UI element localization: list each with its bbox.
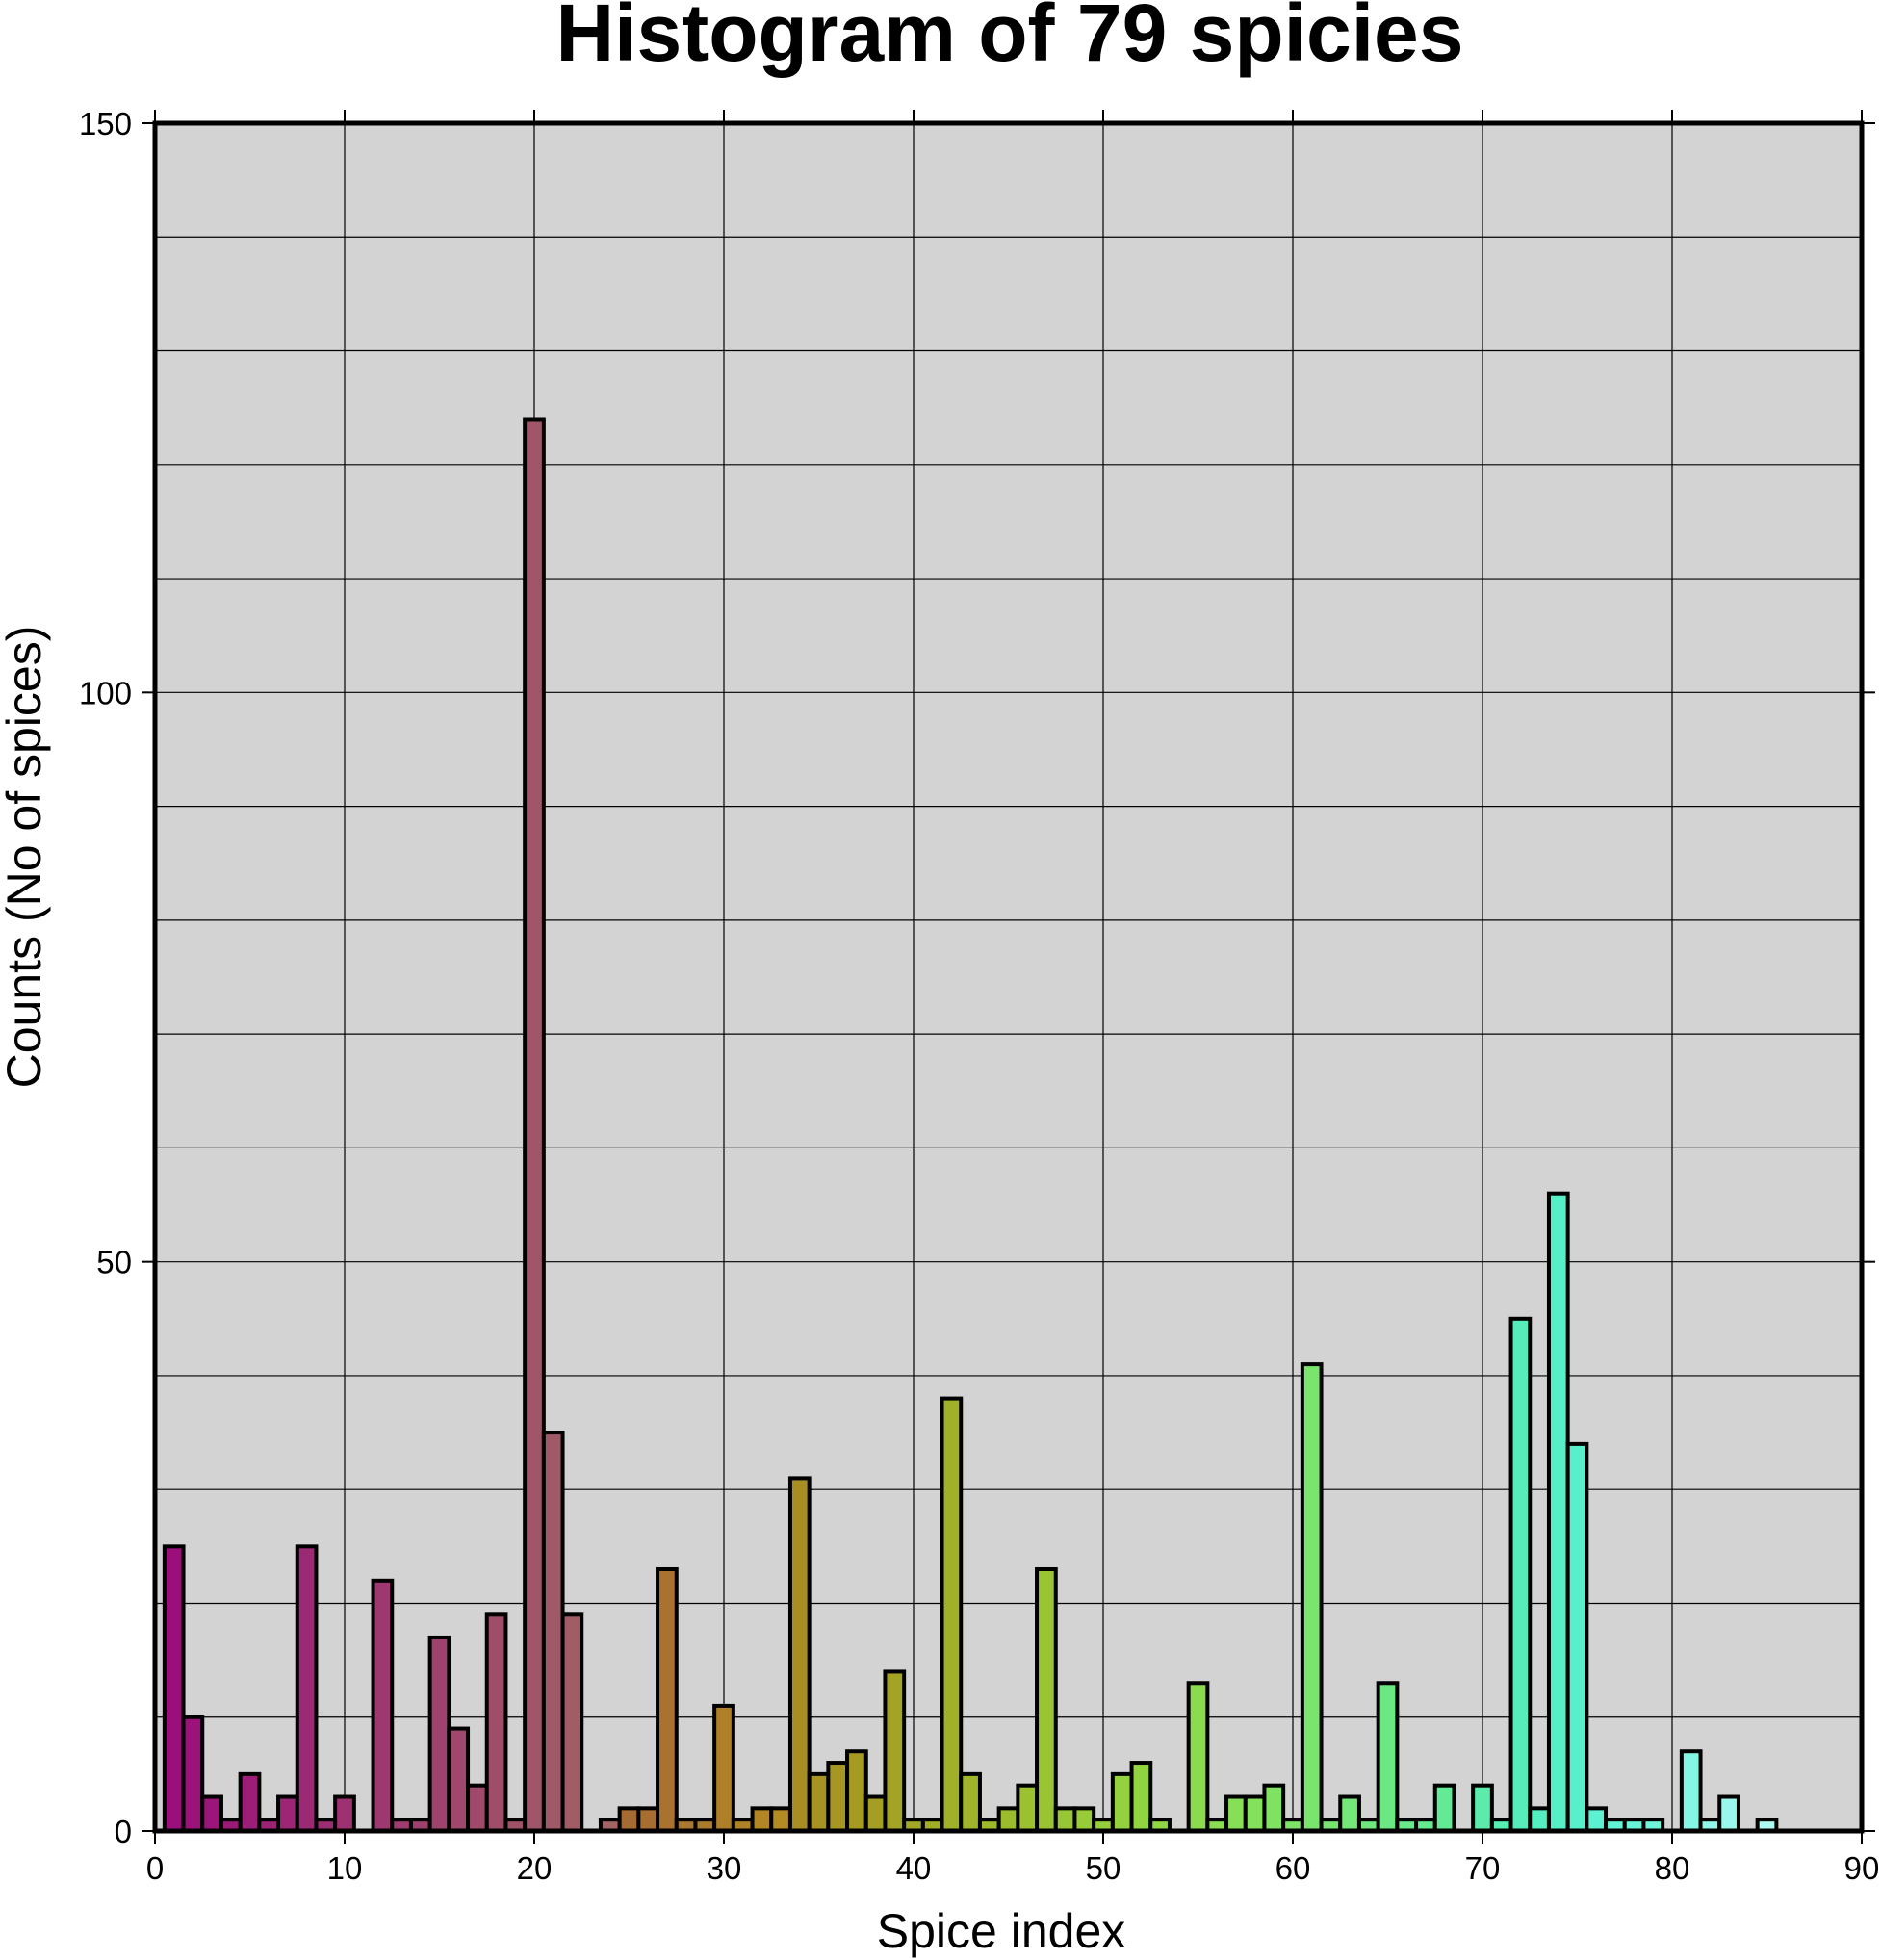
histogram-bar (1679, 1749, 1703, 1834)
x-tick-label: 20 (517, 1850, 553, 1886)
histogram-bar (162, 1544, 186, 1834)
histogram-bar (769, 1806, 792, 1834)
histogram-bar (807, 1771, 831, 1834)
histogram-bar (295, 1544, 319, 1834)
histogram-bar (787, 1476, 812, 1833)
histogram-bar (1224, 1794, 1248, 1834)
axis-ticks: 0 10 20 30 40 50 60 70 80 90 0 50 100 150 (79, 106, 1879, 1886)
bar-series (162, 417, 1779, 1834)
histogram-bar (427, 1635, 451, 1833)
histogram-bar (1300, 1362, 1324, 1834)
plot-area (155, 123, 1862, 1831)
x-tick-label: 30 (707, 1850, 742, 1886)
histogram-bar (1717, 1794, 1740, 1834)
histogram-bar (1186, 1681, 1210, 1833)
plot-border (152, 120, 1865, 1834)
histogram-bar (750, 1806, 774, 1834)
histogram-bar (1528, 1806, 1551, 1834)
histogram-bar (863, 1794, 888, 1834)
histogram-bar (940, 1396, 964, 1833)
histogram-bar (1432, 1783, 1456, 1834)
chart-title: Histogram of 79 spicies (556, 0, 1464, 78)
histogram-bar (447, 1726, 471, 1834)
histogram-bar (1243, 1794, 1267, 1834)
histogram-bar (883, 1669, 907, 1833)
histogram-bar (1035, 1566, 1058, 1834)
histogram-bar (1376, 1681, 1400, 1833)
x-tick-label: 80 (1655, 1850, 1690, 1886)
y-tick-label: 150 (79, 106, 132, 142)
histogram-bar (1471, 1783, 1494, 1834)
histogram-bar (712, 1703, 735, 1833)
histogram-bar (1016, 1783, 1040, 1834)
histogram-bar (1053, 1806, 1077, 1834)
histogram-bar (656, 1566, 679, 1834)
histogram-bar (617, 1806, 641, 1834)
histogram-bar (1508, 1316, 1533, 1834)
y-axis-label: Counts (No of spices) (0, 626, 51, 1089)
histogram-bar (996, 1806, 1020, 1834)
histogram-bar (1565, 1441, 1589, 1833)
histogram-bar (466, 1783, 489, 1834)
histogram-bar (636, 1806, 660, 1834)
histogram-bar (238, 1771, 262, 1834)
histogram-bar (523, 417, 546, 1834)
x-axis-label: Spice index (877, 1904, 1126, 1958)
x-tick-label: 90 (1844, 1850, 1880, 1886)
histogram-bar (333, 1794, 356, 1834)
histogram-bar (845, 1749, 868, 1834)
histogram-bar (1129, 1761, 1153, 1834)
histogram-bar (1072, 1806, 1096, 1834)
histogram-bar (276, 1794, 299, 1834)
x-tick-label: 70 (1465, 1850, 1501, 1886)
x-tick-label: 10 (327, 1850, 363, 1886)
x-tick-label: 40 (896, 1850, 932, 1886)
x-tick-label: 60 (1275, 1850, 1311, 1886)
histogram-bar (200, 1794, 223, 1834)
histogram-bar (484, 1612, 508, 1833)
histogram-bar (826, 1761, 850, 1834)
histogram-bar (1546, 1191, 1570, 1833)
y-tick-label: 0 (115, 1814, 132, 1849)
histogram-bar (1338, 1794, 1361, 1834)
histogram-bar (959, 1771, 982, 1834)
histogram-bar (1110, 1771, 1134, 1834)
histogram-bar (560, 1612, 584, 1833)
histogram-bar (1585, 1806, 1609, 1834)
histogram-bar (371, 1578, 395, 1834)
y-tick-label: 100 (79, 675, 132, 710)
plot-frame (152, 120, 1865, 1834)
histogram-bar (181, 1715, 205, 1833)
histogram-bar (541, 1431, 565, 1833)
x-tick-label: 0 (146, 1850, 164, 1886)
histogram-bar (1262, 1783, 1286, 1834)
y-tick-label: 50 (96, 1245, 132, 1280)
x-tick-label: 50 (1086, 1850, 1121, 1886)
